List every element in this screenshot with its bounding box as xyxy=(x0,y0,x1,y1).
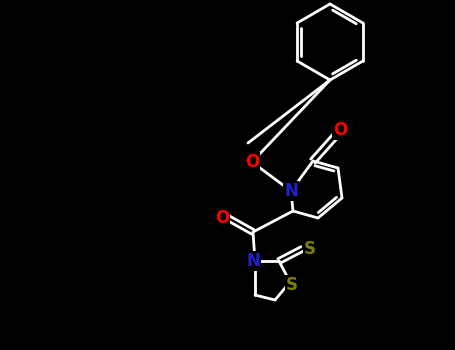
Text: N: N xyxy=(246,252,260,270)
Text: S: S xyxy=(286,276,298,294)
Text: S: S xyxy=(304,240,316,258)
Text: N: N xyxy=(284,182,298,200)
Text: O: O xyxy=(245,153,259,171)
Text: O: O xyxy=(333,121,347,139)
Text: O: O xyxy=(215,209,229,227)
